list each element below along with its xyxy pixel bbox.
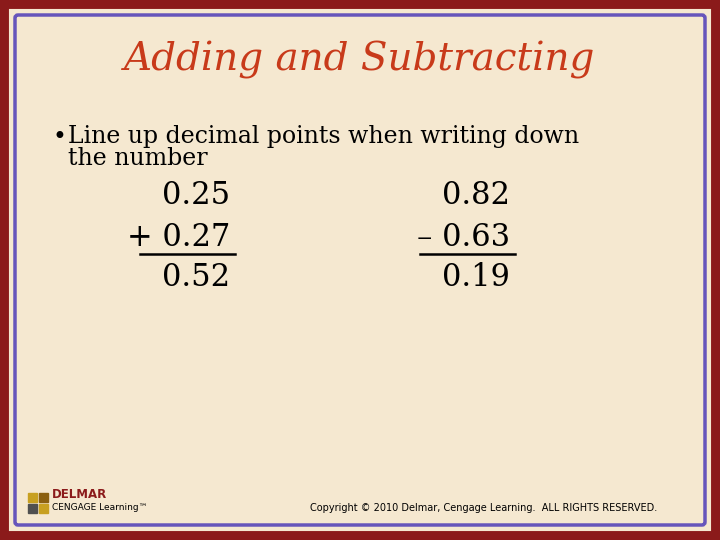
Text: 0.19: 0.19 bbox=[442, 262, 510, 294]
Text: DELMAR: DELMAR bbox=[52, 488, 107, 501]
Bar bbox=[28, 493, 37, 502]
Text: •: • bbox=[52, 125, 66, 149]
Bar bbox=[39, 493, 48, 502]
Bar bbox=[39, 504, 48, 513]
Text: Adding and Subtracting: Adding and Subtracting bbox=[125, 41, 595, 79]
Text: 0.25: 0.25 bbox=[162, 179, 230, 211]
Text: Line up decimal points when writing down: Line up decimal points when writing down bbox=[68, 125, 579, 148]
Text: the number: the number bbox=[68, 147, 207, 170]
Text: Copyright © 2010 Delmar, Cengage Learning.  ALL RIGHTS RESERVED.: Copyright © 2010 Delmar, Cengage Learnin… bbox=[310, 503, 657, 513]
Text: CENGAGE Learning™: CENGAGE Learning™ bbox=[52, 503, 148, 512]
Text: – 0.63: – 0.63 bbox=[417, 221, 510, 253]
FancyBboxPatch shape bbox=[15, 15, 705, 525]
Text: 0.82: 0.82 bbox=[442, 179, 510, 211]
Bar bbox=[28, 504, 37, 513]
Text: 0.52: 0.52 bbox=[162, 262, 230, 294]
Text: + 0.27: + 0.27 bbox=[127, 221, 230, 253]
